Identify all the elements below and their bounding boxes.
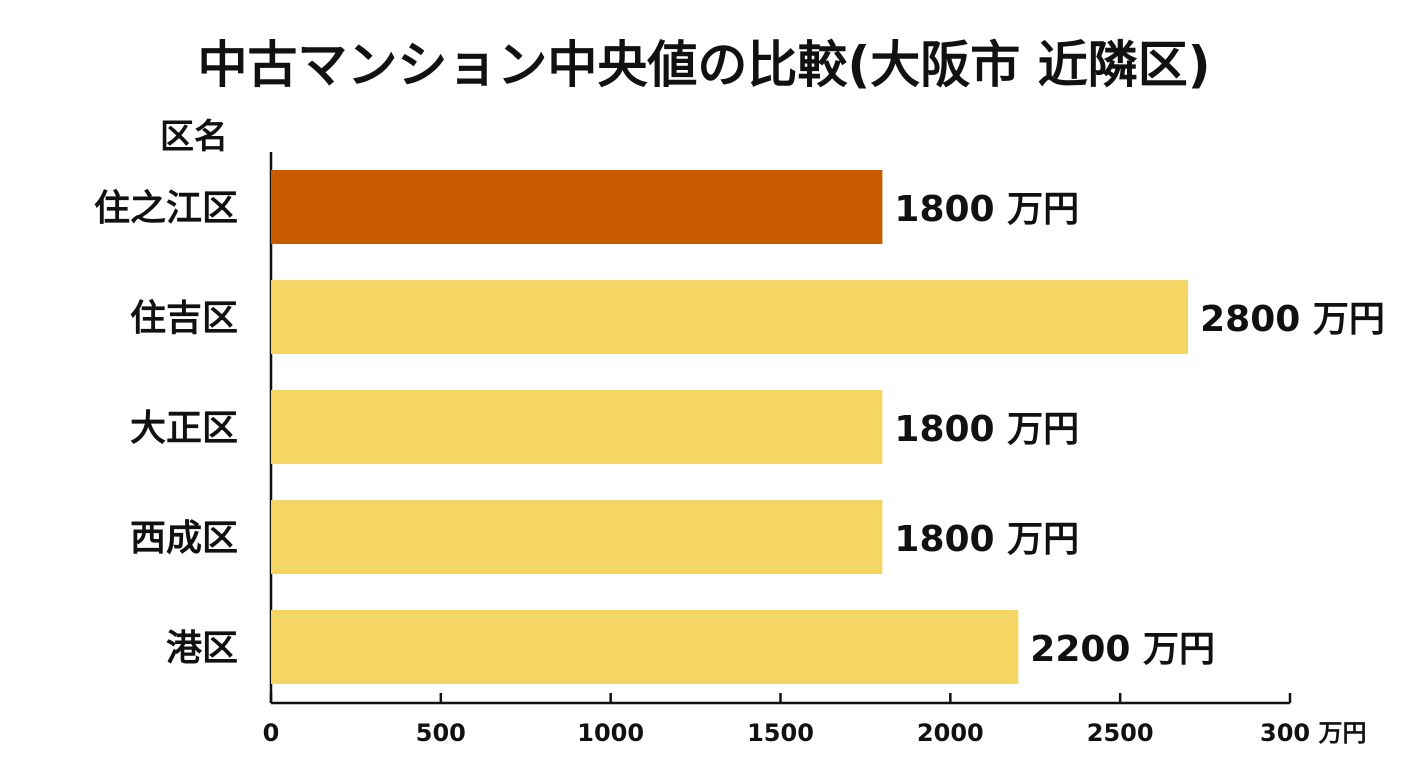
category-label-4: 西成区	[130, 518, 238, 559]
category-label-2: 住吉区	[130, 298, 238, 339]
x-tick-label-1: 0	[263, 719, 280, 747]
bar-1	[271, 170, 883, 244]
bar-2	[271, 280, 1189, 354]
data-label-2: 2800 万円	[1200, 299, 1385, 340]
category-label-1: 住之江区	[94, 188, 238, 229]
data-label-4: 1800 万円	[894, 519, 1079, 560]
category-label-3: 大正区	[130, 408, 238, 449]
x-tick-label-2: 500	[416, 719, 466, 747]
bar-4	[271, 500, 883, 574]
data-label-3: 1800 万円	[894, 409, 1079, 450]
x-axis-ticks: 0 500 1000 1500 2000 2500 300 万円	[263, 693, 1366, 747]
bar-5	[271, 610, 1019, 684]
x-tick-label-7: 300 万円	[1260, 719, 1366, 747]
bar-3	[271, 390, 883, 464]
category-label-5: 港区	[166, 628, 238, 669]
x-tick-label-4: 1500	[747, 719, 814, 747]
x-tick-label-6: 2500	[1087, 719, 1154, 747]
y-axis-label: 区名	[160, 117, 228, 157]
x-tick-label-5: 2000	[917, 719, 984, 747]
data-label-5: 2200 万円	[1030, 629, 1215, 670]
chart-title: 中古マンション中央値の比較(大阪市 近隣区)	[197, 36, 1210, 94]
data-label-1: 1800 万円	[894, 189, 1079, 230]
x-tick-label-3: 1000	[577, 719, 644, 747]
